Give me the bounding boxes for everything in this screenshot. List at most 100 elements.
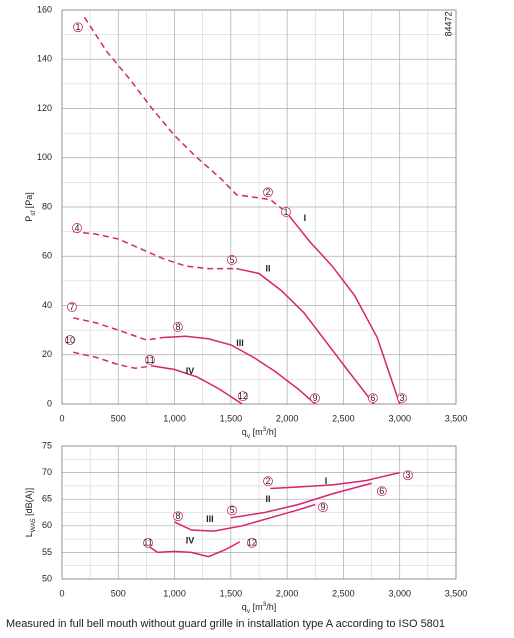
x-axis-label: qv [m3/h] — [242, 601, 276, 615]
annotation-circle — [318, 502, 328, 513]
y-axis-label: LWA5 [dB(A)] — [24, 488, 37, 537]
annotation: 2 — [265, 476, 270, 486]
annotation-circle — [403, 470, 413, 481]
annotation: 7 — [70, 302, 75, 312]
annotation-circle — [65, 335, 75, 345]
annotation: IV — [186, 366, 195, 376]
curve — [236, 267, 375, 405]
annotation-circle — [73, 22, 83, 33]
y-axis-label-part: [Pa] — [24, 192, 34, 211]
footnote: Measured in full bell mouth without guar… — [6, 618, 445, 630]
curve — [83, 16, 287, 213]
y-tick-label: 0 — [47, 398, 52, 408]
annotation: III — [236, 338, 244, 348]
annotation: 11 — [143, 538, 152, 548]
x-tick-label: 3,500 — [445, 413, 468, 423]
curve — [73, 230, 237, 270]
y-axis-label-part: L — [24, 532, 34, 537]
y-tick-label: 65 — [42, 494, 52, 504]
x-axis-label-part: 3 — [263, 426, 267, 433]
annotation: 10 — [65, 335, 75, 345]
y-tick-label: 75 — [42, 440, 52, 450]
x-axis-label-part: /h] — [266, 602, 276, 612]
curve — [285, 211, 401, 405]
annotation-circle — [397, 393, 407, 403]
annotation: II — [265, 263, 270, 273]
y-tick-label: 140 — [37, 54, 52, 64]
annotation: I — [325, 476, 328, 486]
x-tick-label: 2,500 — [332, 413, 355, 423]
annotation-circle — [368, 393, 378, 403]
annotation-circle — [227, 255, 237, 265]
x-axis-label-part: q — [242, 427, 247, 437]
x-axis-label-part: /h] — [266, 427, 276, 437]
annotation: 2 — [265, 187, 270, 197]
x-tick-label: 3,500 — [445, 588, 468, 598]
y-axis-label-part: sf — [30, 211, 37, 216]
curve — [270, 471, 400, 490]
y-tick-label: 50 — [42, 573, 52, 583]
annotation: 6 — [370, 393, 375, 403]
x-tick-label: 0 — [59, 413, 64, 423]
annotation: I — [304, 213, 307, 223]
x-tick-label: 3,000 — [388, 413, 411, 423]
annotation-circle — [238, 391, 248, 402]
y-tick-label: 80 — [42, 201, 52, 211]
x-tick-label: 1,000 — [163, 588, 186, 598]
annotation: 9 — [320, 502, 325, 512]
plot-frame — [61, 9, 457, 405]
x-tick-label: 500 — [111, 413, 126, 423]
annotation: 8 — [175, 322, 180, 332]
curve — [149, 541, 241, 558]
annotation: 1 — [75, 22, 80, 32]
annotation-circle — [376, 486, 387, 497]
annotation: 12 — [247, 538, 257, 548]
annotation: 8 — [175, 511, 180, 521]
x-tick-label: 3,000 — [388, 588, 411, 598]
curve — [163, 335, 316, 405]
curve — [230, 482, 372, 519]
x-tick-label: 2,500 — [332, 588, 355, 598]
plot-frame — [61, 445, 457, 580]
x-tick-label: 2,000 — [276, 413, 299, 423]
x-axis-label-part: [m — [250, 602, 263, 612]
y-tick-label: 70 — [42, 467, 52, 477]
annotation-circle — [281, 207, 291, 217]
annotation: 1 — [284, 207, 289, 217]
y-tick-label: 160 — [37, 4, 52, 14]
y-tick-label: 100 — [37, 152, 52, 162]
annotation: 6 — [379, 486, 384, 496]
annotation-circle — [263, 187, 273, 198]
annotation-circle — [247, 537, 257, 548]
annotation: 5 — [229, 505, 234, 515]
y-tick-label: 120 — [37, 103, 52, 113]
annotation-circle — [72, 223, 82, 233]
annotation-circle — [143, 537, 153, 548]
annotation: 11 — [145, 355, 154, 365]
annotation: 3 — [405, 470, 410, 480]
annotation: 9 — [312, 393, 317, 403]
x-axis-label-part: q — [242, 602, 247, 612]
x-tick-label: 1,500 — [220, 588, 243, 598]
annotation: III — [206, 514, 214, 524]
y-axis-label-part: P — [24, 216, 34, 222]
x-tick-label: 1,000 — [163, 413, 186, 423]
x-axis-label-part: v — [247, 433, 251, 440]
x-axis-label-part: v — [247, 608, 251, 615]
y-axis-label: Psf [Pa] — [24, 192, 37, 222]
curve — [151, 365, 243, 405]
annotation-circle — [145, 355, 155, 365]
annotation-circle — [67, 302, 77, 312]
curve — [174, 503, 316, 532]
x-tick-label: 500 — [111, 588, 126, 598]
annotation: 12 — [238, 391, 248, 401]
x-axis-label-part: [m — [250, 427, 263, 437]
annotation-circle — [173, 511, 183, 522]
curve — [73, 351, 153, 370]
y-tick-label: 60 — [42, 251, 52, 261]
x-tick-label: 2,000 — [276, 588, 299, 598]
y-tick-label: 40 — [42, 300, 52, 310]
annotation-circle — [173, 322, 183, 332]
x-tick-label: 0 — [59, 588, 64, 598]
x-tick-label: 1,500 — [220, 413, 243, 423]
